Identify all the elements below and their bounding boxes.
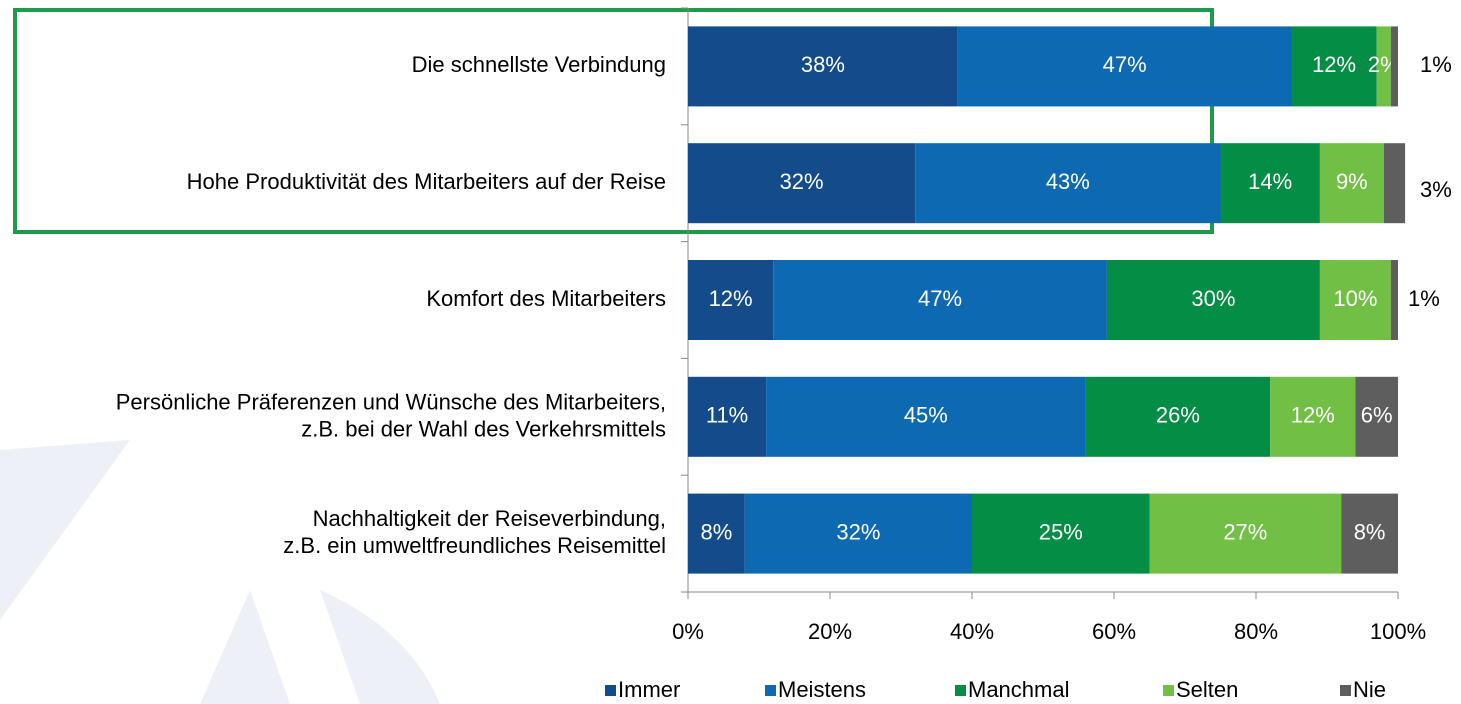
data-label: 25%: [1039, 519, 1083, 544]
data-label: 8%: [1354, 519, 1386, 544]
data-label: 32%: [836, 519, 880, 544]
data-label: 1%: [1420, 52, 1452, 77]
data-label: 14%: [1248, 169, 1292, 194]
bar-segment: [1376, 26, 1391, 107]
bar-segment: [915, 143, 1221, 224]
bar-segment: [1291, 26, 1377, 107]
data-label: 6%: [1361, 403, 1393, 428]
bar-segment: [1390, 260, 1398, 340]
legend-swatch: [765, 685, 776, 696]
bar-segment: [1319, 143, 1384, 224]
x-tick-label: 80%: [1234, 619, 1278, 644]
x-tick-label: 20%: [808, 619, 852, 644]
category-label: Die schnellste Verbindung: [412, 52, 666, 77]
data-label: 32%: [780, 169, 824, 194]
data-label: 1%: [1408, 286, 1440, 311]
legend-label: Meistens: [778, 677, 866, 702]
legend-label: Nie: [1353, 677, 1386, 702]
x-tick-label: 40%: [950, 619, 994, 644]
data-label: 43%: [1046, 169, 1090, 194]
bar-segment: [1390, 26, 1398, 107]
category-label: Hohe Produktivität des Mitarbeiters auf …: [187, 169, 666, 194]
bar-segment: [1220, 143, 1320, 224]
category-label: Nachhaltigkeit der Reiseverbindung, z.B. …: [283, 506, 666, 558]
data-label: 10%: [1333, 286, 1377, 311]
bar-segment: [766, 376, 1086, 457]
bar-segment: [688, 493, 745, 574]
x-tick-label: 100%: [1370, 619, 1426, 644]
bar-segment: [688, 143, 916, 224]
bar-segment: [744, 493, 972, 574]
bar-segment: [688, 26, 958, 107]
data-label: 27%: [1223, 519, 1267, 544]
data-label: 9%: [1336, 169, 1368, 194]
bar-segment: [688, 376, 767, 457]
legend-label: Selten: [1176, 677, 1238, 702]
highlight-box: [13, 8, 1214, 234]
data-label: 12%: [1291, 403, 1335, 428]
data-label: 11%: [706, 403, 748, 428]
data-label: 12%: [1312, 52, 1356, 77]
category-label: Komfort des Mitarbeiters: [426, 286, 666, 311]
bar-segment: [1355, 376, 1398, 457]
bar-segment: [972, 493, 1150, 574]
data-label: 45%: [904, 403, 948, 428]
legend-swatch: [1340, 685, 1351, 696]
legend-label: Manchmal: [968, 677, 1069, 702]
data-label: 3%: [1420, 177, 1452, 202]
category-label: Persönliche Präferenzen und Wünsche des …: [116, 389, 666, 441]
data-label: 30%: [1191, 286, 1235, 311]
x-tick-label: 0%: [672, 619, 704, 644]
data-label: 47%: [918, 286, 962, 311]
bar-segment: [1085, 376, 1271, 457]
data-label: 12%: [709, 286, 753, 311]
bar-segment: [957, 26, 1292, 107]
data-label: 38%: [801, 52, 845, 77]
legend-swatch: [1163, 685, 1174, 696]
legend-swatch: [605, 685, 616, 696]
x-tick-label: 60%: [1092, 619, 1136, 644]
bar-segment: [1383, 143, 1406, 224]
bar-segment: [773, 260, 1107, 340]
data-label: 47%: [1103, 52, 1147, 77]
bar-segment: [688, 260, 774, 340]
legend-swatch: [955, 685, 966, 696]
bar-segment: [1149, 493, 1342, 574]
legend-label: Immer: [618, 677, 680, 702]
background-logo: [0, 440, 440, 704]
bar-segment: [1319, 260, 1391, 340]
bar-segment: [1341, 493, 1398, 574]
bar-segment: [1106, 260, 1320, 340]
data-label: 26%: [1156, 403, 1200, 428]
bar-segment: [1270, 376, 1356, 457]
data-label: 8%: [701, 519, 733, 544]
